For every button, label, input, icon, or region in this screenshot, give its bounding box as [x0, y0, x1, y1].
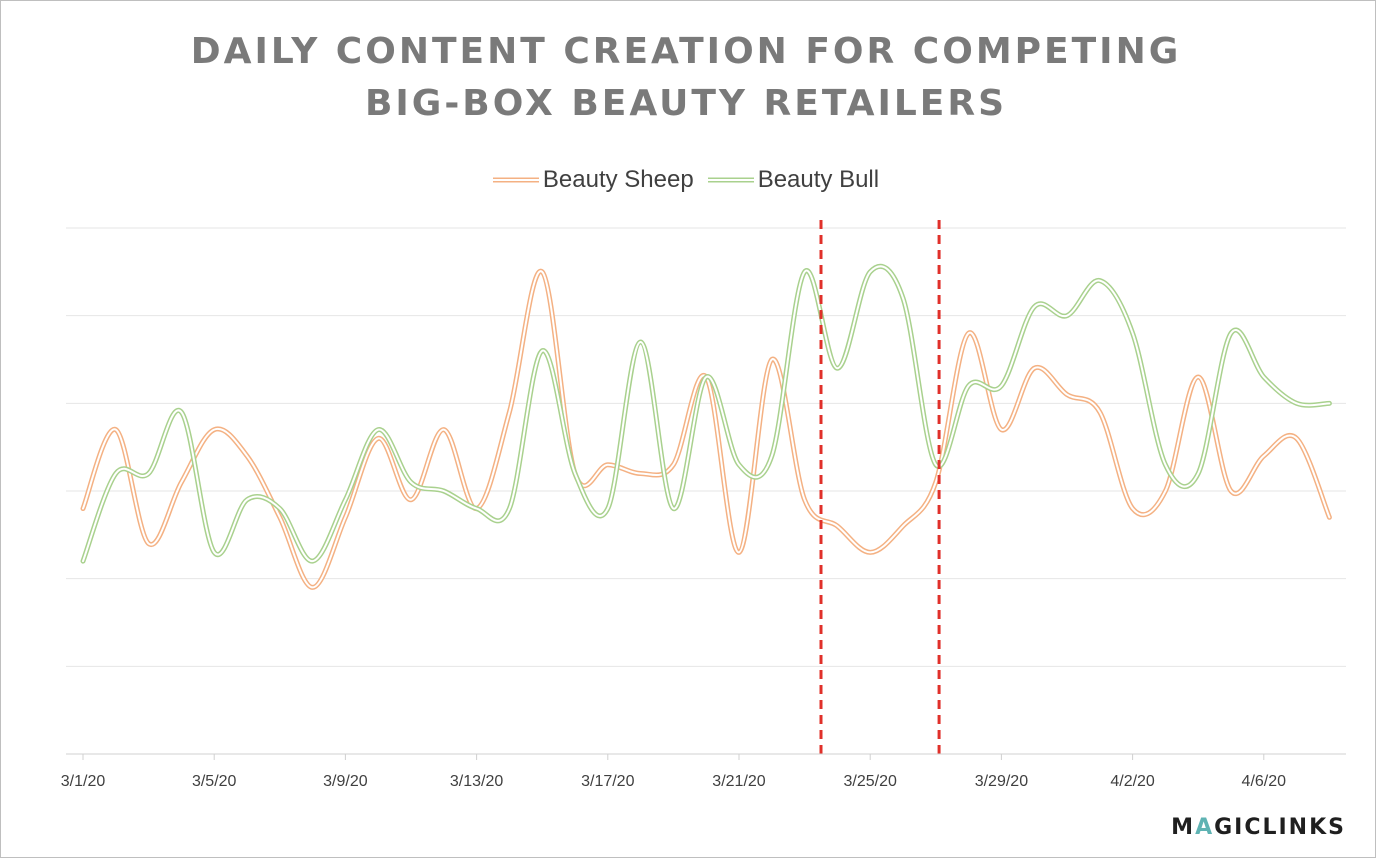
chart-title-line2: BIG-BOX BEAUTY RETAILERS: [364, 83, 1008, 124]
legend-label-beauty-sheep: Beauty Sheep: [542, 166, 694, 193]
x-tick-label: 4/6/20: [1242, 773, 1287, 790]
logo-text-accent: A: [1195, 815, 1215, 840]
chart-title-line1: DAILY CONTENT CREATION FOR COMPETING: [190, 31, 1182, 72]
x-tick-label: 3/1/20: [61, 773, 106, 790]
legend-label-beauty-bull: Beauty Bull: [757, 166, 880, 193]
chart-legend: Beauty Sheep Beauty Bull: [0, 166, 1372, 194]
logo-text-1: M: [1171, 815, 1196, 840]
series-line-inner-beauty-bull: [82, 265, 1331, 563]
chart-title: DAILY CONTENT CREATION FOR COMPETING BIG…: [0, 26, 1372, 130]
series-lines: [80, 263, 1332, 590]
legend-swatch-beauty-sheep: [492, 177, 539, 183]
legend-item-beauty-bull: Beauty Bull: [707, 166, 880, 194]
x-tick-label: 3/21/20: [712, 773, 765, 790]
logo-text-2: GICLINKS: [1214, 815, 1346, 840]
x-tick-label: 3/5/20: [192, 773, 237, 790]
x-tick-label: 3/17/20: [581, 773, 634, 790]
series-line-beauty-sheep: [80, 269, 1332, 590]
gridlines: [66, 227, 1346, 667]
legend-swatch-beauty-bull: [707, 177, 754, 183]
annotation-lines: [819, 220, 941, 760]
legend-item-beauty-sheep: Beauty Sheep: [492, 166, 694, 194]
x-tick-label: 3/9/20: [323, 773, 368, 790]
x-axis: 3/1/20 3/5/20 3/9/20 3/13/20 3/17/20 3/21/20 3…: [61, 753, 1346, 790]
magiclinks-logo: MAGICLINKS: [1171, 815, 1346, 840]
series-line-inner-beauty-sheep: [82, 270, 1331, 589]
x-tick-label: 3/25/20: [844, 773, 897, 790]
x-tick-label: 3/29/20: [975, 773, 1028, 790]
x-tick-label: 3/13/20: [450, 773, 503, 790]
x-tick-label: 4/2/20: [1110, 773, 1155, 790]
